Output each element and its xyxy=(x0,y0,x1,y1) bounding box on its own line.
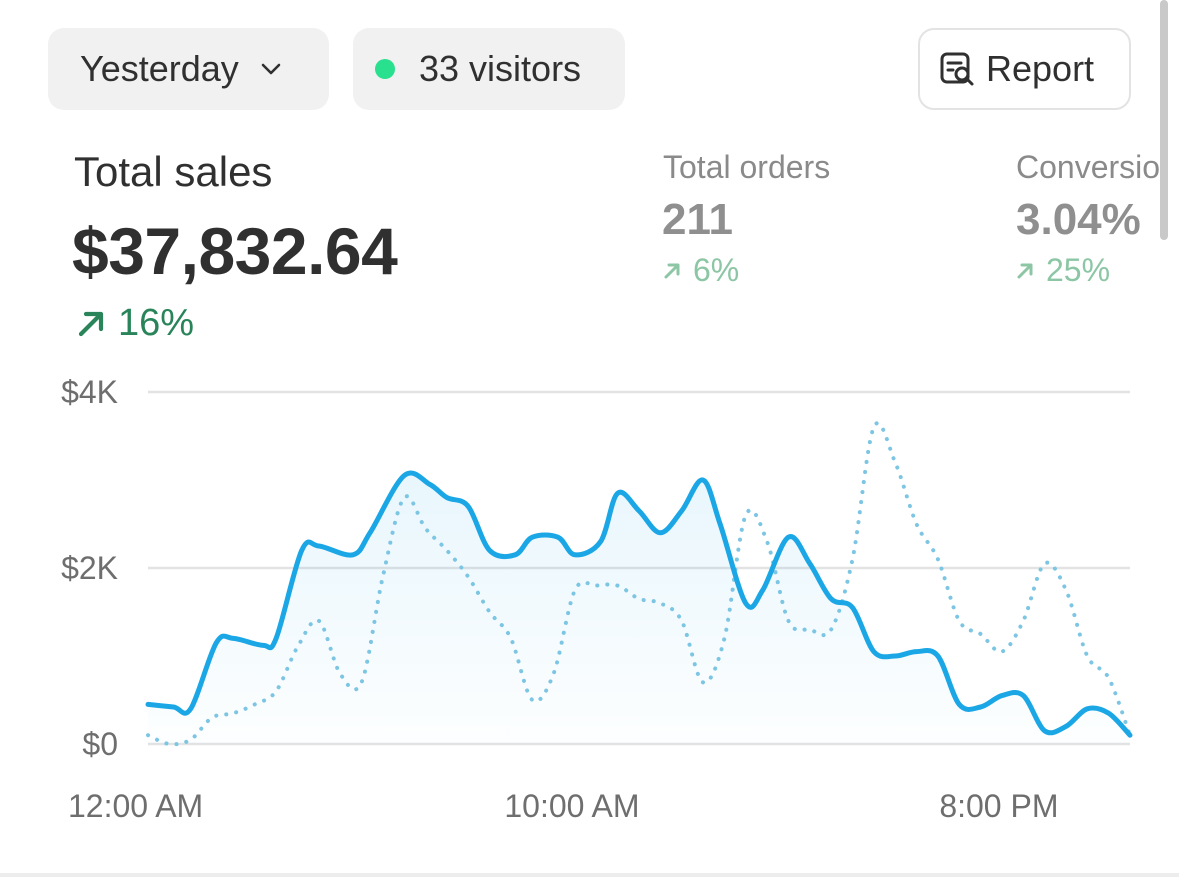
trend-up-icon xyxy=(78,311,104,336)
date-range-label: Yesterday xyxy=(80,48,239,89)
x-tick-label: 10:00 AM xyxy=(504,788,639,824)
chevron-down-icon xyxy=(261,63,281,75)
current-series-area xyxy=(148,473,1130,744)
total-sales-delta-value: 16% xyxy=(118,302,195,344)
scrollbar[interactable] xyxy=(1160,0,1168,240)
total-orders-delta-value: 6% xyxy=(693,252,740,288)
x-tick-label: 12:00 AM xyxy=(68,788,203,824)
trend-up-icon xyxy=(1017,263,1033,278)
report-search-icon xyxy=(940,52,974,86)
x-axis-labels: 12:00 AM 10:00 AM 8:00 PM xyxy=(68,788,1058,824)
y-tick-label: $4K xyxy=(61,374,118,410)
y-tick-label: $0 xyxy=(82,726,118,762)
visitors-count: 33 visitors xyxy=(419,48,582,89)
report-button[interactable]: Report xyxy=(918,28,1131,110)
sales-chart: $0 $2K $4K 12:00 AM 10:00 AM 8:00 PM xyxy=(61,374,1133,824)
live-visitors-button[interactable]: 33 visitors xyxy=(353,28,625,110)
total-orders-value: 211 xyxy=(662,195,733,244)
y-axis-labels: $0 $2K $4K xyxy=(61,374,118,762)
conversion-label: Conversion xyxy=(1016,149,1160,185)
section-divider xyxy=(0,873,1179,877)
y-tick-label: $2K xyxy=(61,550,118,586)
conversion-value: 3.04% xyxy=(1016,195,1141,244)
date-range-selector[interactable]: Yesterday xyxy=(48,28,329,110)
total-orders-delta: 6% xyxy=(663,252,739,289)
previous-period-line[interactable] xyxy=(146,421,1132,747)
live-status-dot xyxy=(375,59,395,79)
report-label: Report xyxy=(986,48,1095,89)
x-tick-label: 8:00 PM xyxy=(939,788,1058,824)
total-sales-value: $37,832.64 xyxy=(72,214,398,288)
total-orders-label: Total orders xyxy=(663,149,831,185)
conversion-delta-value: 25% xyxy=(1046,252,1111,288)
total-sales-label: Total sales xyxy=(74,148,273,195)
current-period-line[interactable] xyxy=(145,470,1133,738)
total-sales-delta: 16% xyxy=(76,302,194,345)
conversion-delta: 25% xyxy=(1016,252,1110,289)
conversion-metric: Conversion 3.04% 25% xyxy=(1010,140,1160,300)
trend-up-icon xyxy=(664,263,680,278)
